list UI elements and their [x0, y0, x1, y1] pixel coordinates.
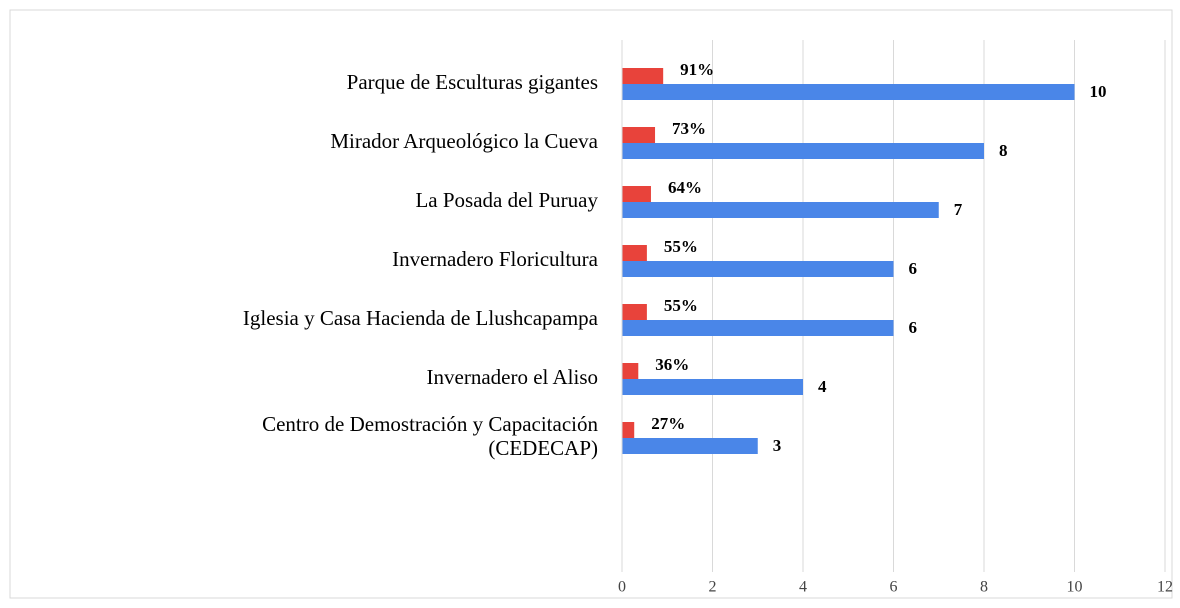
bar [622, 245, 647, 261]
chart-border [9, 9, 1173, 599]
x-tick-label: 8 [980, 579, 988, 596]
bar [622, 143, 984, 159]
bar [622, 304, 647, 320]
y-tick-label: Mirador Arqueológico la Cueva [330, 129, 598, 153]
data-label: 55% [664, 296, 698, 315]
data-label: 7 [954, 200, 963, 219]
data-label: 73% [672, 119, 706, 138]
bar [622, 320, 894, 336]
bar [622, 363, 639, 379]
data-label: 4 [818, 377, 827, 396]
x-tick-label: 4 [799, 579, 807, 596]
bar [622, 261, 894, 277]
bar [622, 379, 803, 395]
bar [622, 186, 651, 202]
x-tick-label: 0 [618, 579, 626, 596]
y-tick-label: La Posada del Puruay [415, 188, 598, 212]
bar [622, 202, 939, 218]
x-tick-label: 10 [1067, 579, 1083, 596]
data-label: 91% [680, 60, 714, 79]
data-label: 64% [668, 178, 702, 197]
bar [622, 422, 635, 438]
y-tick-label: Invernadero el Aliso [427, 365, 598, 389]
y-tick-label: Iglesia y Casa Hacienda de Llushcapampa [243, 306, 599, 330]
bar [622, 127, 656, 143]
bar [622, 438, 758, 454]
bar [622, 84, 1075, 100]
data-label: 10 [1090, 82, 1107, 101]
y-tick-label: Centro de Demostración y Capacitación (CE… [262, 412, 598, 460]
x-tick-label: 12 [1157, 579, 1173, 596]
data-label: 36% [655, 355, 689, 374]
data-label: 8 [999, 141, 1008, 160]
data-label: 3 [773, 436, 782, 455]
data-label: 6 [909, 318, 918, 337]
data-label: 6 [909, 259, 918, 278]
x-tick-label: 6 [890, 579, 898, 596]
bar [622, 68, 664, 84]
y-tick-label: Invernadero Floricultura [392, 247, 599, 271]
data-label: 27% [651, 414, 685, 433]
y-tick-label: Parque de Esculturas gigantes [347, 70, 598, 94]
data-label: 55% [664, 237, 698, 256]
x-tick-label: 2 [709, 579, 717, 596]
